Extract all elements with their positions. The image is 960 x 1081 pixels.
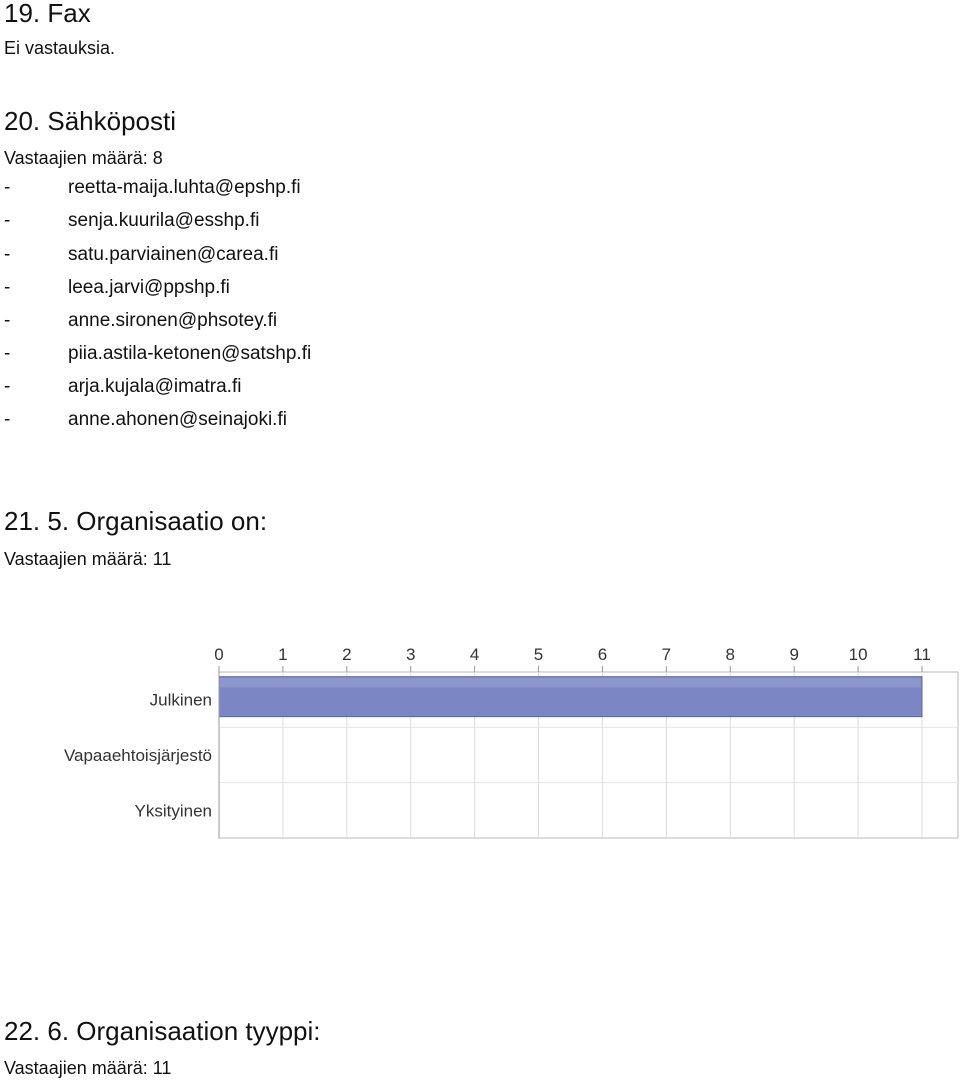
chart-x-tick-label: 8	[726, 645, 735, 664]
email-text: anne.ahonen@seinajoki.fi	[68, 409, 287, 430]
email-text: satu.parviainen@carea.fi	[68, 244, 279, 265]
list-dash: -	[4, 210, 11, 231]
list-dash: -	[4, 177, 11, 198]
chart-category-label: Vapaaehtoisjärjestö	[64, 746, 212, 765]
email-text: reetta-maija.luhta@epshp.fi	[68, 177, 301, 198]
email-text: piia.astila-ketonen@satshp.fi	[68, 343, 312, 364]
email-text: senja.kuurila@esshp.fi	[68, 210, 260, 231]
chart-category-label: Yksityinen	[135, 801, 212, 820]
chart-x-tick-label: 7	[662, 645, 671, 664]
email-text: arja.kujala@imatra.fi	[68, 376, 242, 397]
q22-respondent-count: Vastaajien määrä: 11	[4, 1058, 172, 1078]
q22-title: 22. 6. Organisaation tyyppi:	[4, 1016, 321, 1046]
list-dash: -	[4, 244, 11, 265]
email-text: leea.jarvi@ppshp.fi	[68, 277, 230, 298]
q19-no-answers: Ei vastauksia.	[4, 38, 116, 58]
q21-title: 21. 5. Organisaatio on:	[4, 506, 268, 536]
list-dash: -	[4, 409, 11, 430]
chart-x-tick-label: 4	[470, 645, 479, 664]
chart-x-tick-label: 10	[849, 645, 868, 664]
chart-x-tick-label: 2	[342, 645, 351, 664]
chart-x-tick-label: 5	[534, 645, 543, 664]
chart-x-tick-label: 1	[278, 645, 287, 664]
organisation-bar-chart: 0 1 2 3 4 5 6 7 8 9 10 11 Julkinen Vapaaehtoisjärjest…	[64, 645, 959, 839]
chart-x-tick-label: 9	[789, 645, 798, 664]
chart-x-tick-label: 3	[406, 645, 415, 664]
email-text: anne.sironen@phsotey.fi	[68, 310, 278, 331]
chart-x-tick-label: 6	[598, 645, 607, 664]
q19-title: 19. Fax	[4, 0, 91, 28]
chart-x-tick-label: 0	[214, 645, 223, 664]
q21-respondent-count: Vastaajien määrä: 11	[4, 549, 172, 569]
list-dash: -	[4, 310, 11, 331]
chart-category-label: Julkinen	[150, 691, 212, 710]
chart-bar-highlight	[220, 677, 921, 688]
chart-x-tick-label: 11	[913, 645, 931, 664]
list-dash: -	[4, 376, 11, 397]
list-dash: -	[4, 343, 11, 364]
list-dash: -	[4, 277, 11, 298]
q20-respondent-count: Vastaajien määrä: 8	[4, 148, 163, 168]
q20-title: 20. Sähköposti	[4, 106, 177, 136]
